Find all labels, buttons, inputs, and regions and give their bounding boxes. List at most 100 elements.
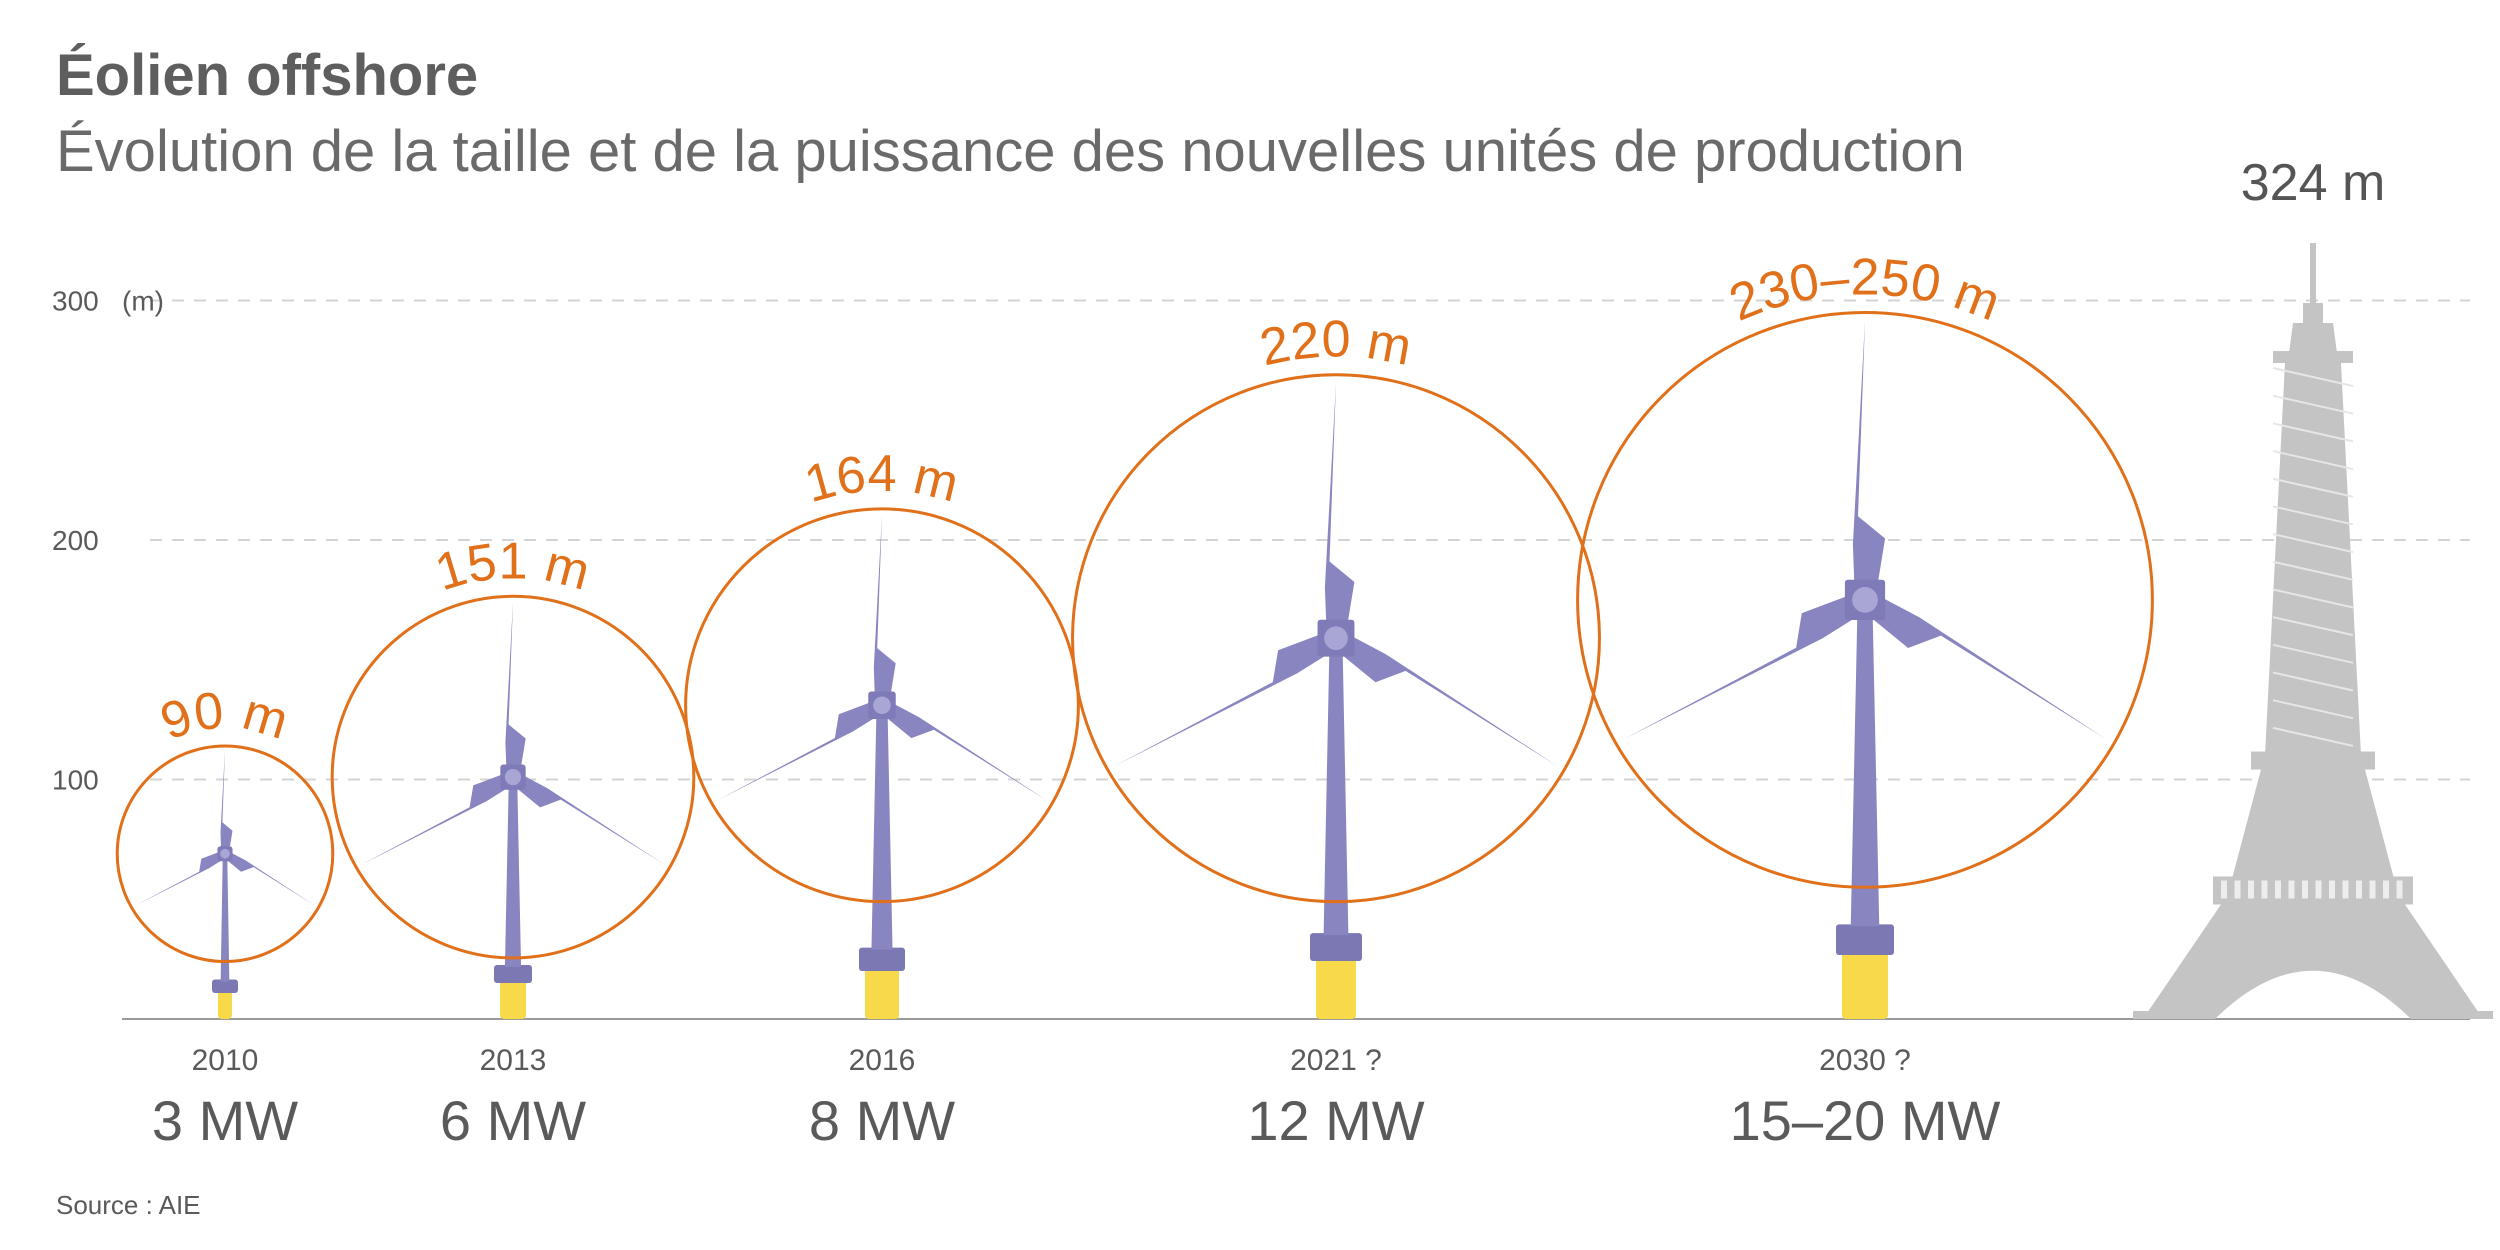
turbine-transition-piece [1310,933,1362,961]
y-tick-label-200: 200 [52,525,99,556]
turbine-blade [220,749,233,854]
turbine-transition-piece [1836,924,1894,955]
turbine-4: 230–250 m 2030 ? 15–20 MW [1576,248,2154,1152]
tower-upper-shaft [2265,363,2361,756]
turbine-transition-piece [212,979,238,993]
chart-title: Éolien offshore [56,43,479,108]
tower-lattice [2272,450,2354,471]
tower-railing [2248,880,2254,899]
tower-railing [2342,880,2349,899]
power-label: 12 MW [1247,1089,1424,1152]
tower-lattice [2272,394,2354,415]
rotor-diameter-label: 230–250 m [1722,248,2008,332]
rotor-diameter-label: 164 m [799,445,964,514]
y-tick-label-300: 300 [52,286,99,317]
tower-first-platform [2213,876,2413,905]
turbine-foundation [218,989,232,1019]
turbine-foundation [500,979,526,1019]
tower-middle-section [2231,769,2395,883]
tower-top-platform [2273,351,2353,364]
power-label: 3 MW [152,1089,298,1152]
tower-lattice [2272,477,2354,498]
turbines: 90 m 2010 3 MW 151 m 2013 6 MW 164 m 2016 8 MW 22… [115,248,2154,1152]
tower-second-platform [2251,751,2375,770]
rotor-diameter-circle [1576,310,2154,889]
tower-lattice [2272,671,2354,692]
tower-railing [2234,880,2241,899]
turbine-1: 151 m 2013 6 MW [330,532,696,1152]
tower-antenna [2310,243,2316,324]
turbine-blade [1860,591,2107,740]
turbine-0: 90 m 2010 3 MW [115,681,335,1152]
rotor-diameter-label: 151 m [429,532,596,602]
turbine-blade [873,514,896,706]
tower-lattice [2272,505,2354,526]
power-label: 8 MW [809,1089,955,1152]
tower-railing [2275,880,2281,899]
turbine-blade [509,771,665,865]
rotor-diameter-circle [330,594,696,960]
turbine-blade [505,601,526,778]
y-axis-unit: (m) [122,286,164,317]
turbine-blade [878,699,1047,801]
turbine-blade [717,699,886,801]
rotor-diameter-circle [684,507,1080,904]
turbine-transition-piece [859,947,905,971]
power-label: 15–20 MW [1730,1089,2001,1152]
turbine-3: 220 m 2021 ? 12 MW [1071,311,1601,1152]
turbine-foundation [1316,957,1356,1019]
turbine-hub [220,848,230,859]
turbine-tower [1850,599,1880,927]
rotor-diameter-circle [115,744,335,964]
tower-lattice [2272,643,2354,664]
reference-height-label: 324 m [2241,154,2386,212]
tower-lattice [2272,616,2354,637]
source-note: Source : AIE [56,1190,201,1220]
tower-lattice [2272,533,2354,554]
turbine-hub [873,696,891,715]
turbine-tower [504,777,522,967]
tower-foot-left [2133,1011,2195,1019]
tower-railing [2369,880,2376,899]
tower-railing [2356,880,2362,899]
rotor-diameter-circle [1071,373,1601,904]
tower-lattice [2272,367,2354,387]
tower-lattice [2272,699,2354,720]
tower-railing [2261,880,2268,899]
turbine-blade [1331,630,1558,766]
tower-top-cabin [2289,323,2337,354]
tower-foot-right [2431,1011,2493,1019]
turbine-blade [361,771,517,865]
turbine-tower [871,705,893,950]
tower-railing [2396,880,2403,899]
tower-spire-base [2303,303,2323,324]
tower-railing [2288,880,2295,899]
year-label: 2030 ? [1819,1044,1911,1077]
year-label: 2013 [480,1044,547,1077]
tower-railing [2383,880,2389,899]
turbine-transition-piece [494,965,532,983]
y-axis: 100 200 300 (m) [52,286,164,796]
turbine-hub [504,769,522,786]
tower-lattice [2272,422,2354,443]
turbine-tower [1323,638,1349,936]
tower-lattice [2272,560,2354,581]
turbine-blade [223,850,316,906]
turbine-hub [1852,586,1878,613]
tower-railing [2221,880,2227,899]
tower-railing [2302,880,2308,899]
turbine-foundation [1842,951,1888,1019]
year-label: 2010 [192,1044,259,1077]
tower-legs-arch [2143,904,2483,1019]
turbine-hub [1324,626,1348,650]
y-tick-label-100: 100 [52,765,99,796]
turbine-blade [1114,630,1341,766]
turbine-tower [220,853,230,982]
turbine-2: 164 m 2016 8 MW [684,445,1080,1152]
tower-railing [2329,880,2335,899]
power-label: 6 MW [440,1089,586,1152]
chart-subtitle: Évolution de la taille et de la puissanc… [56,119,1965,184]
eiffel-tower: 324 m [2133,154,2493,1019]
turbine-blade [1852,321,1886,600]
